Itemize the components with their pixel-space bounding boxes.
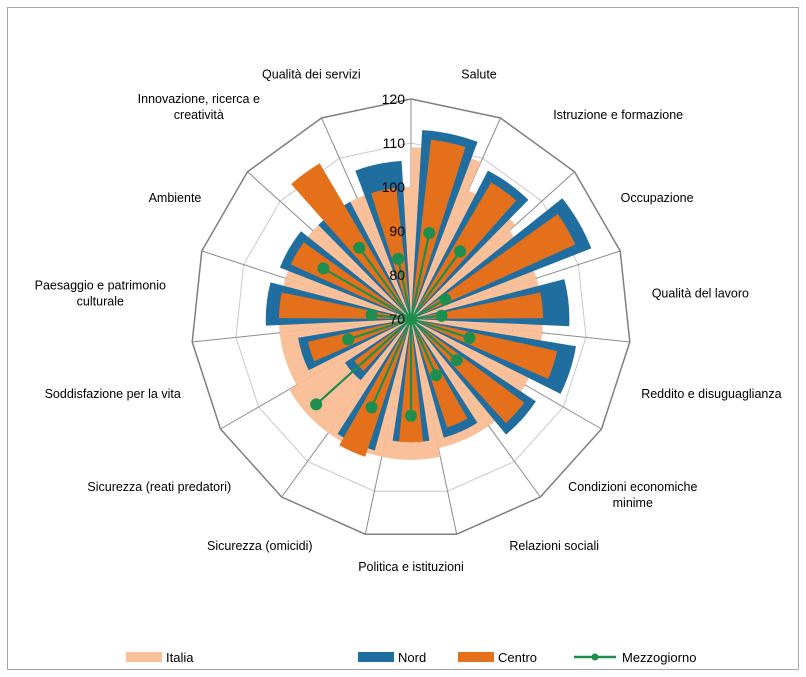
bar-centro-12 [290,242,411,319]
category-label: Salute [461,67,496,81]
radial-tick-label: 100 [382,179,406,195]
category-label: Politica e istituzioni [358,560,464,574]
radial-tick-label: 120 [382,91,406,107]
radial-tick-label: 90 [389,223,405,239]
line-segment-mezzogiorno [410,317,470,340]
point-mezzogiorno-4 [463,332,476,344]
line-segment-mezzogiorno [315,318,412,406]
line-segment-mezzogiorno [370,318,413,408]
radial-tick-label: 70 [389,311,405,327]
category-label: Sicurezza (reati predatori) [87,480,231,494]
point-mezzogiorno-11 [365,308,378,321]
bar-nord-4 [411,319,576,394]
legend-label-centro: Centro [498,650,537,665]
legend-label-nord: Nord [398,650,426,665]
category-label: Occupazione [621,191,694,205]
line-segment-mezzogiorno [410,250,461,320]
point-mezzogiorno-13 [353,241,366,254]
bar-nord-10 [298,319,411,371]
line-segment-mezzogiorno [371,313,412,321]
point-mezzogiorno-2 [439,293,452,306]
bar-centro-10 [307,319,411,362]
category-label: Ambiente [149,191,202,205]
category-label: Sicurezza (omicidi) [207,539,313,553]
line-segment-mezzogiorno [322,267,412,320]
point-mezzogiorno-7 [405,409,417,422]
category-label: Qualità del lavoro [652,287,749,301]
radial-tick-label: 80 [389,267,405,283]
point-mezzogiorno-1 [454,245,467,258]
bar-centro-4 [411,319,558,379]
bar-centro-8 [339,319,411,457]
radial-tick-label: 110 [383,135,406,151]
line-segment-mezzogiorno [358,247,412,320]
legend-swatch-centro [458,652,494,662]
bar-centro-11 [279,292,411,319]
legend-label-mezzogiorno: Mezzogiorno [622,650,696,665]
line-segment-mezzogiorno [409,232,431,320]
point-mezzogiorno-0 [423,226,436,239]
legend: Italia Nord Centro Mezzogiorno [126,650,696,665]
bar-centro-0 [411,139,466,319]
line-segment-mezzogiorno [410,318,458,362]
category-label: Relazioni sociali [509,539,599,553]
legend-label-italia: Italia [166,650,194,665]
line-segment-mezzogiorno [409,318,438,376]
category-label: Reddito e disuguaglianza [641,387,781,401]
bars-layer [265,130,592,460]
grid-spoke [410,171,575,320]
point-mezzogiorno-10 [342,333,355,346]
point-mezzogiorno-12 [317,262,330,275]
grid-spoke [410,117,501,320]
category-label: Condizioni economiche minime [568,480,697,510]
grid-ring [191,98,631,535]
category-label: Innovazione, ricerca e creatività [138,92,260,122]
point-mezzogiorno-5 [450,354,463,367]
label-layer: 70 80 90 100 110 120 Salute Istruzione e formaz… [35,67,782,574]
line-segment-mezzogiorno [410,298,446,320]
legend-swatch-italia [126,652,162,662]
category-label: Paesaggio e patrimonio culturale [35,279,166,309]
legend-swatch-nord [358,652,394,662]
category-label: Qualità dei servizi [262,67,361,81]
line-layer [310,226,476,422]
point-mezzogiorno-3 [435,309,448,322]
category-label: Soddisfazione per la vita [45,387,181,401]
category-label: Istruzione e formazione [553,108,683,122]
line-segment-mezzogiorno [397,258,413,320]
bar-centro-14 [371,187,411,319]
point-mezzogiorno-9 [310,398,323,411]
point-mezzogiorno-14 [392,252,405,265]
line-segment-mezzogiorno [347,317,412,341]
legend-marker-mezzogiorno [591,653,599,661]
point-mezzogiorno-8 [365,401,378,414]
bar-centro-2 [411,214,576,319]
bar-centro-13 [291,163,411,319]
point-mezzogiorno-6 [430,369,443,382]
